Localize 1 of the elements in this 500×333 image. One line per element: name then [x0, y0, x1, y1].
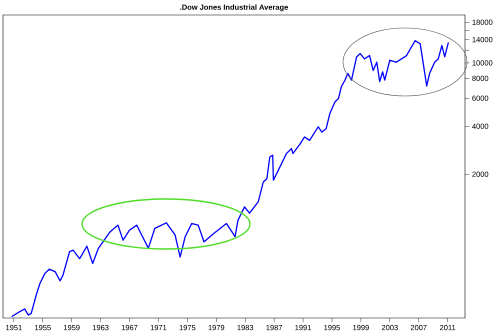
line-series [11, 40, 450, 318]
